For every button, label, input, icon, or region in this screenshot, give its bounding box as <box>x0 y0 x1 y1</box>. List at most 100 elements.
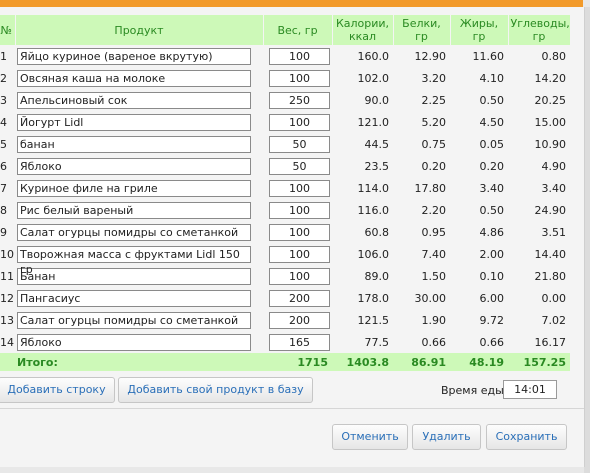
carbs-cell: 14.20 <box>534 71 567 85</box>
row-number: 11 <box>0 269 14 283</box>
table-row: 1 Яйцо куриное (вареное вкрутую) 100 160.0 1… <box>0 45 570 67</box>
weight-input[interactable]: 100 <box>269 201 330 219</box>
header-num: № <box>0 15 16 45</box>
carbs-cell: 4.90 <box>541 159 567 173</box>
meal-time-label: Время еды: <box>441 384 508 397</box>
protein-cell: 12.90 <box>414 49 447 63</box>
header-weight: Вес, гр <box>263 15 333 45</box>
product-input[interactable]: Куриное филе на гриле <box>17 179 251 197</box>
weight-input[interactable]: 165 <box>269 333 330 351</box>
save-button[interactable]: Сохранить <box>486 424 567 450</box>
weight-input[interactable]: 100 <box>269 47 330 65</box>
row-number: 9 <box>0 225 7 239</box>
weight-input[interactable]: 100 <box>269 113 330 131</box>
weight-input[interactable]: 200 <box>269 289 330 307</box>
product-input[interactable]: Пангасиус <box>17 289 251 307</box>
protein-cell: 0.75 <box>421 137 447 151</box>
header-carbs: Углеводы, гр <box>508 15 571 45</box>
calories-cell: 114.0 <box>357 181 390 195</box>
table-header-row: № Продукт Вес, гр Калории, ккал Белки, г… <box>0 15 571 45</box>
carbs-cell: 20.25 <box>534 93 567 107</box>
protein-cell: 2.25 <box>421 93 447 107</box>
table-row: 9 Салат огурцы помидры со сметанкой 100 60.… <box>0 221 570 243</box>
table-row: 2 Овсяная каша на молоке 100 102.0 3.20 4.10 1… <box>0 67 570 89</box>
row-number: 12 <box>0 291 14 305</box>
total-protein: 86.91 <box>393 353 450 371</box>
total-calories: 1403.8 <box>332 353 393 371</box>
weight-input[interactable]: 100 <box>269 267 330 285</box>
fat-cell: 0.50 <box>479 203 505 217</box>
table-row: 12 Пангасиус 200 178.0 30.00 6.00 0.00 <box>0 287 570 309</box>
product-input[interactable]: Яблоко <box>17 157 251 175</box>
add-row-button[interactable]: Добавить строку <box>0 377 115 403</box>
fat-cell: 4.50 <box>479 115 505 129</box>
fat-cell: 4.86 <box>479 225 505 239</box>
carbs-cell: 7.02 <box>541 313 567 327</box>
weight-input[interactable]: 250 <box>269 91 330 109</box>
carbs-cell: 21.80 <box>534 269 567 283</box>
delete-button[interactable]: Удалить <box>412 424 481 450</box>
product-input[interactable]: Салат огурцы помидры со сметанкой <box>17 223 251 241</box>
product-input[interactable]: Творожная масса с фруктами Lidl 150 гр <box>17 245 251 276</box>
product-input[interactable]: Яйцо куриное (вареное вкрутую) <box>17 47 251 65</box>
protein-cell: 1.90 <box>421 313 447 327</box>
header-product: Продукт <box>15 15 264 45</box>
table-row: 8 Рис белый вареный 100 116.0 2.20 0.50 24.90 <box>0 199 570 221</box>
fat-cell: 0.05 <box>479 137 505 151</box>
product-input[interactable]: Банан <box>17 267 251 285</box>
row-number: 3 <box>0 93 7 107</box>
protein-cell: 0.95 <box>421 225 447 239</box>
weight-input[interactable]: 100 <box>269 179 330 197</box>
row-number: 8 <box>0 203 7 217</box>
weight-input[interactable]: 200 <box>269 311 330 329</box>
table-row: 3 Апельсиновый сок 250 90.0 2.25 0.50 20.25 <box>0 89 570 111</box>
protein-cell: 3.20 <box>421 71 447 85</box>
row-number: 4 <box>0 115 7 129</box>
fat-cell: 0.66 <box>479 335 505 349</box>
carbs-cell: 10.90 <box>534 137 567 151</box>
product-input[interactable]: Салат огурцы помидры со сметанкой <box>17 311 251 329</box>
product-input[interactable]: Овсяная каша на молоке <box>17 69 251 87</box>
fat-cell: 4.10 <box>479 71 505 85</box>
fat-cell: 2.00 <box>479 247 505 261</box>
protein-cell: 17.80 <box>414 181 447 195</box>
header-calories: Калории, ккал <box>332 15 394 45</box>
product-input[interactable]: Апельсиновый сок <box>17 91 251 109</box>
total-weight: 1715 <box>263 353 332 371</box>
weight-input[interactable]: 50 <box>269 135 330 153</box>
calories-cell: 106.0 <box>357 247 390 261</box>
carbs-cell: 0.80 <box>541 49 567 63</box>
protein-cell: 2.20 <box>421 203 447 217</box>
carbs-cell: 14.40 <box>534 247 567 261</box>
weight-input[interactable]: 100 <box>269 245 330 263</box>
protein-cell: 30.00 <box>414 291 447 305</box>
table-row: 13 Салат огурцы помидры со сметанкой 200 12… <box>0 309 570 331</box>
meal-time-input[interactable]: 14:01 <box>503 380 557 399</box>
carbs-cell: 16.17 <box>534 335 567 349</box>
add-product-button[interactable]: Добавить свой продукт в базу <box>118 377 313 403</box>
fat-cell: 3.40 <box>479 181 505 195</box>
protein-cell: 0.66 <box>421 335 447 349</box>
weight-input[interactable]: 100 <box>269 69 330 87</box>
calories-cell: 121.5 <box>357 313 390 327</box>
row-number: 14 <box>0 335 14 349</box>
header-protein: Белки, гр <box>393 15 451 45</box>
fat-cell: 0.20 <box>479 159 505 173</box>
row-number: 10 <box>0 247 14 261</box>
cancel-button[interactable]: Отменить <box>332 424 408 450</box>
total-carbs: 157.25 <box>508 353 570 371</box>
product-input[interactable]: Яблоко <box>17 333 251 351</box>
food-table: № Продукт Вес, гр Калории, ккал Белки, г… <box>0 15 571 371</box>
weight-input[interactable]: 100 <box>269 223 330 241</box>
calories-cell: 60.8 <box>364 225 390 239</box>
product-input[interactable]: Рис белый вареный <box>17 201 251 219</box>
weight-input[interactable]: 50 <box>269 157 330 175</box>
protein-cell: 7.40 <box>421 247 447 261</box>
fat-cell: 11.60 <box>472 49 505 63</box>
product-input[interactable]: Йогурт Lidl <box>17 113 251 131</box>
product-input[interactable]: банан <box>17 135 251 153</box>
calories-cell: 160.0 <box>357 49 390 63</box>
fat-cell: 6.00 <box>479 291 505 305</box>
fat-cell: 0.50 <box>479 93 505 107</box>
